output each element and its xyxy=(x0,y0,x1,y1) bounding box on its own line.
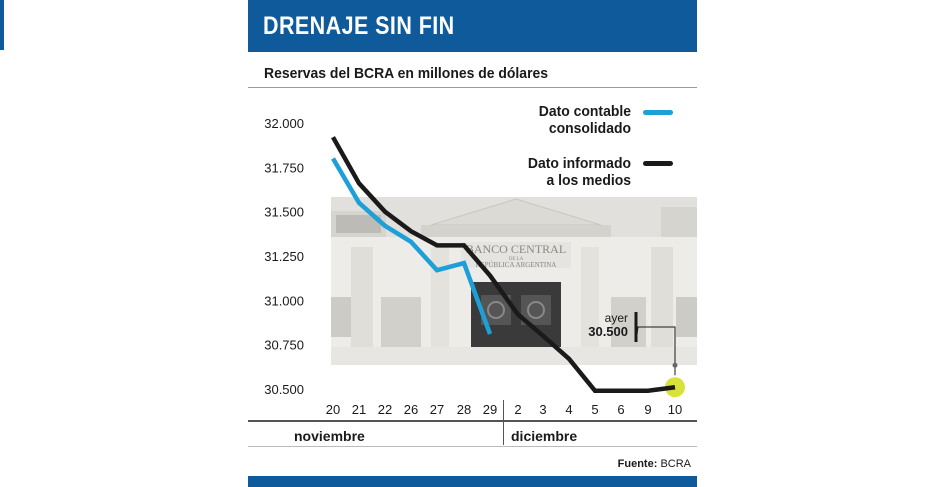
y-tick-label: 32.000 xyxy=(264,116,304,131)
building-illustration: BANCO CENTRAL DE LA REPÚBLICA ARGENTINA xyxy=(331,197,697,365)
subtitle-divider xyxy=(248,87,697,88)
source-value: BCRA xyxy=(660,458,691,470)
series-line-contable xyxy=(331,157,493,335)
callout-label: ayer xyxy=(604,311,628,325)
y-tick-label: 31.250 xyxy=(264,249,304,264)
y-tick-label: 31.000 xyxy=(264,293,304,308)
legend-informado-label: Dato informado a los medios xyxy=(445,155,631,189)
month-label-december: diciembre xyxy=(511,428,578,444)
x-tick-label: 29 xyxy=(483,402,497,417)
month-axis-rule xyxy=(248,420,697,422)
y-tick-label: 30.500 xyxy=(264,382,304,397)
x-tick-label: 3 xyxy=(539,402,546,417)
legend-informado-line1: Dato informado xyxy=(527,155,631,172)
bcra-building-photo: BANCO CENTRAL DE LA REPÚBLICA ARGENTINA xyxy=(331,197,697,365)
infographic-card: DRENAJE SIN FIN Reservas del BCRA en mil… xyxy=(248,0,697,487)
x-tick-label: 27 xyxy=(430,402,444,417)
page-title: DRENAJE SIN FIN xyxy=(263,12,455,40)
x-tick-label: 5 xyxy=(591,402,598,417)
x-tick-label: 6 xyxy=(617,402,624,417)
callout-leader-line xyxy=(635,312,676,376)
source-label: Fuente: xyxy=(617,458,658,470)
legend-informado-swatch xyxy=(643,161,673,166)
photo-inscription-3: REPÚBLICA ARGENTINA xyxy=(476,261,557,269)
x-tick-label: 9 xyxy=(644,402,651,417)
footer-divider xyxy=(248,446,697,447)
callout-dot xyxy=(672,362,678,368)
series-line-informado xyxy=(331,136,676,394)
header-banner: DRENAJE SIN FIN xyxy=(248,0,697,52)
x-tick-label: 20 xyxy=(326,402,340,417)
month-label-november: noviembre xyxy=(294,428,365,444)
reserves-line-chart: 32.000 31.750 31.500 31.250 31.000 30.750 30.5… xyxy=(264,116,685,417)
x-tick-label: 26 xyxy=(404,402,418,417)
callout-value: 30.500 xyxy=(588,324,628,339)
photo-inscription-1: BANCO CENTRAL xyxy=(466,242,566,256)
legend-informado-line2: a los medios xyxy=(546,172,631,189)
x-tick-label: 28 xyxy=(457,402,471,417)
chart-subtitle: Reservas del BCRA en millones de dólares xyxy=(264,65,549,82)
x-tick-label: 10 xyxy=(668,402,682,417)
legend-contable-line1: Dato contable xyxy=(538,103,631,120)
x-tick-label: 22 xyxy=(378,402,392,417)
photo-inscription-2: DE LA xyxy=(509,257,524,262)
callout-ayer: ayer 30.500 xyxy=(578,311,628,339)
y-tick-label: 31.500 xyxy=(264,205,304,220)
legend-contable-label: Dato contable consolidado xyxy=(445,103,631,137)
y-tick-label: 31.750 xyxy=(264,160,304,175)
x-tick-label: 21 xyxy=(352,402,366,417)
x-tick-label: 2 xyxy=(514,402,521,417)
source-note: Fuente: BCRA xyxy=(618,458,691,470)
y-tick-label: 30.750 xyxy=(264,338,304,353)
left-edge-bar xyxy=(0,0,4,50)
x-tick-label: 4 xyxy=(565,402,572,417)
footer-bar xyxy=(248,476,697,487)
legend-contable-swatch xyxy=(643,110,673,115)
legend-contable-line2: consolidado xyxy=(548,120,631,137)
month-separator xyxy=(503,400,504,445)
